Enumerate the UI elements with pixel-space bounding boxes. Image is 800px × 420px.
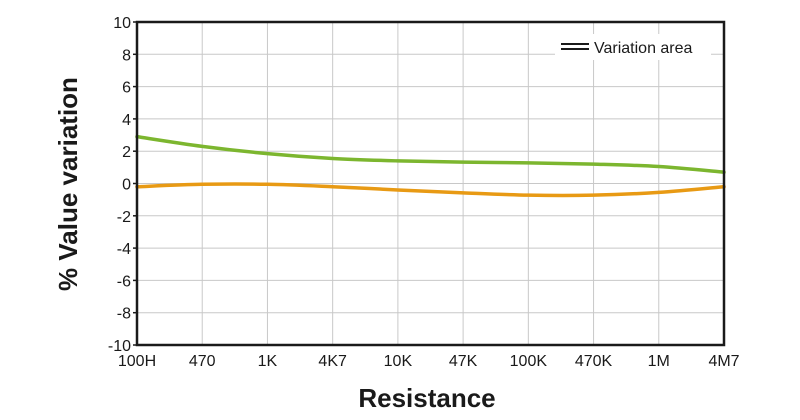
y-tick-label: -8 — [117, 306, 131, 323]
y-tick-label: -10 — [108, 338, 131, 355]
y-tick-label: 10 — [113, 15, 131, 32]
y-tick-label: 6 — [122, 80, 131, 97]
x-tick-label: 4K7 — [318, 353, 347, 370]
x-tick-label: 10K — [384, 353, 413, 370]
series-lines — [135, 134, 726, 198]
x-tick-label: 470 — [189, 353, 216, 370]
x-tick-label: 1M — [648, 353, 670, 370]
x-tick-label: 47K — [449, 353, 478, 370]
y-tick-label: -2 — [117, 209, 131, 226]
y-tick-label: -6 — [117, 273, 131, 290]
legend-background — [555, 34, 711, 60]
x-tick-label: 1K — [258, 353, 278, 370]
x-axis-title: Resistance — [358, 383, 495, 413]
y-axis-title: % Value variation — [53, 77, 83, 291]
x-tick-label: 4M7 — [708, 353, 739, 370]
x-tick-label: 100K — [510, 353, 548, 370]
legend-label: Variation area — [594, 40, 693, 57]
y-tick-labels: -10 -8 -6 -4 -2 0 2 4 6 8 10 — [108, 15, 137, 355]
y-tick-label: 8 — [122, 47, 131, 64]
y-tick-label: 2 — [122, 144, 131, 161]
x-tick-labels: 100H 470 1K 4K7 10K 47K 100K 470K 1M 4M7 — [118, 353, 740, 370]
x-tick-label: 100H — [118, 353, 156, 370]
series-line-1 — [135, 134, 726, 174]
x-tick-label: 470K — [575, 353, 613, 370]
y-tick-label: 0 — [122, 177, 131, 194]
y-tick-label: 4 — [122, 112, 131, 129]
series-line-2 — [135, 182, 726, 198]
legend: Variation area — [555, 34, 711, 60]
y-tick-label: -4 — [117, 241, 131, 258]
